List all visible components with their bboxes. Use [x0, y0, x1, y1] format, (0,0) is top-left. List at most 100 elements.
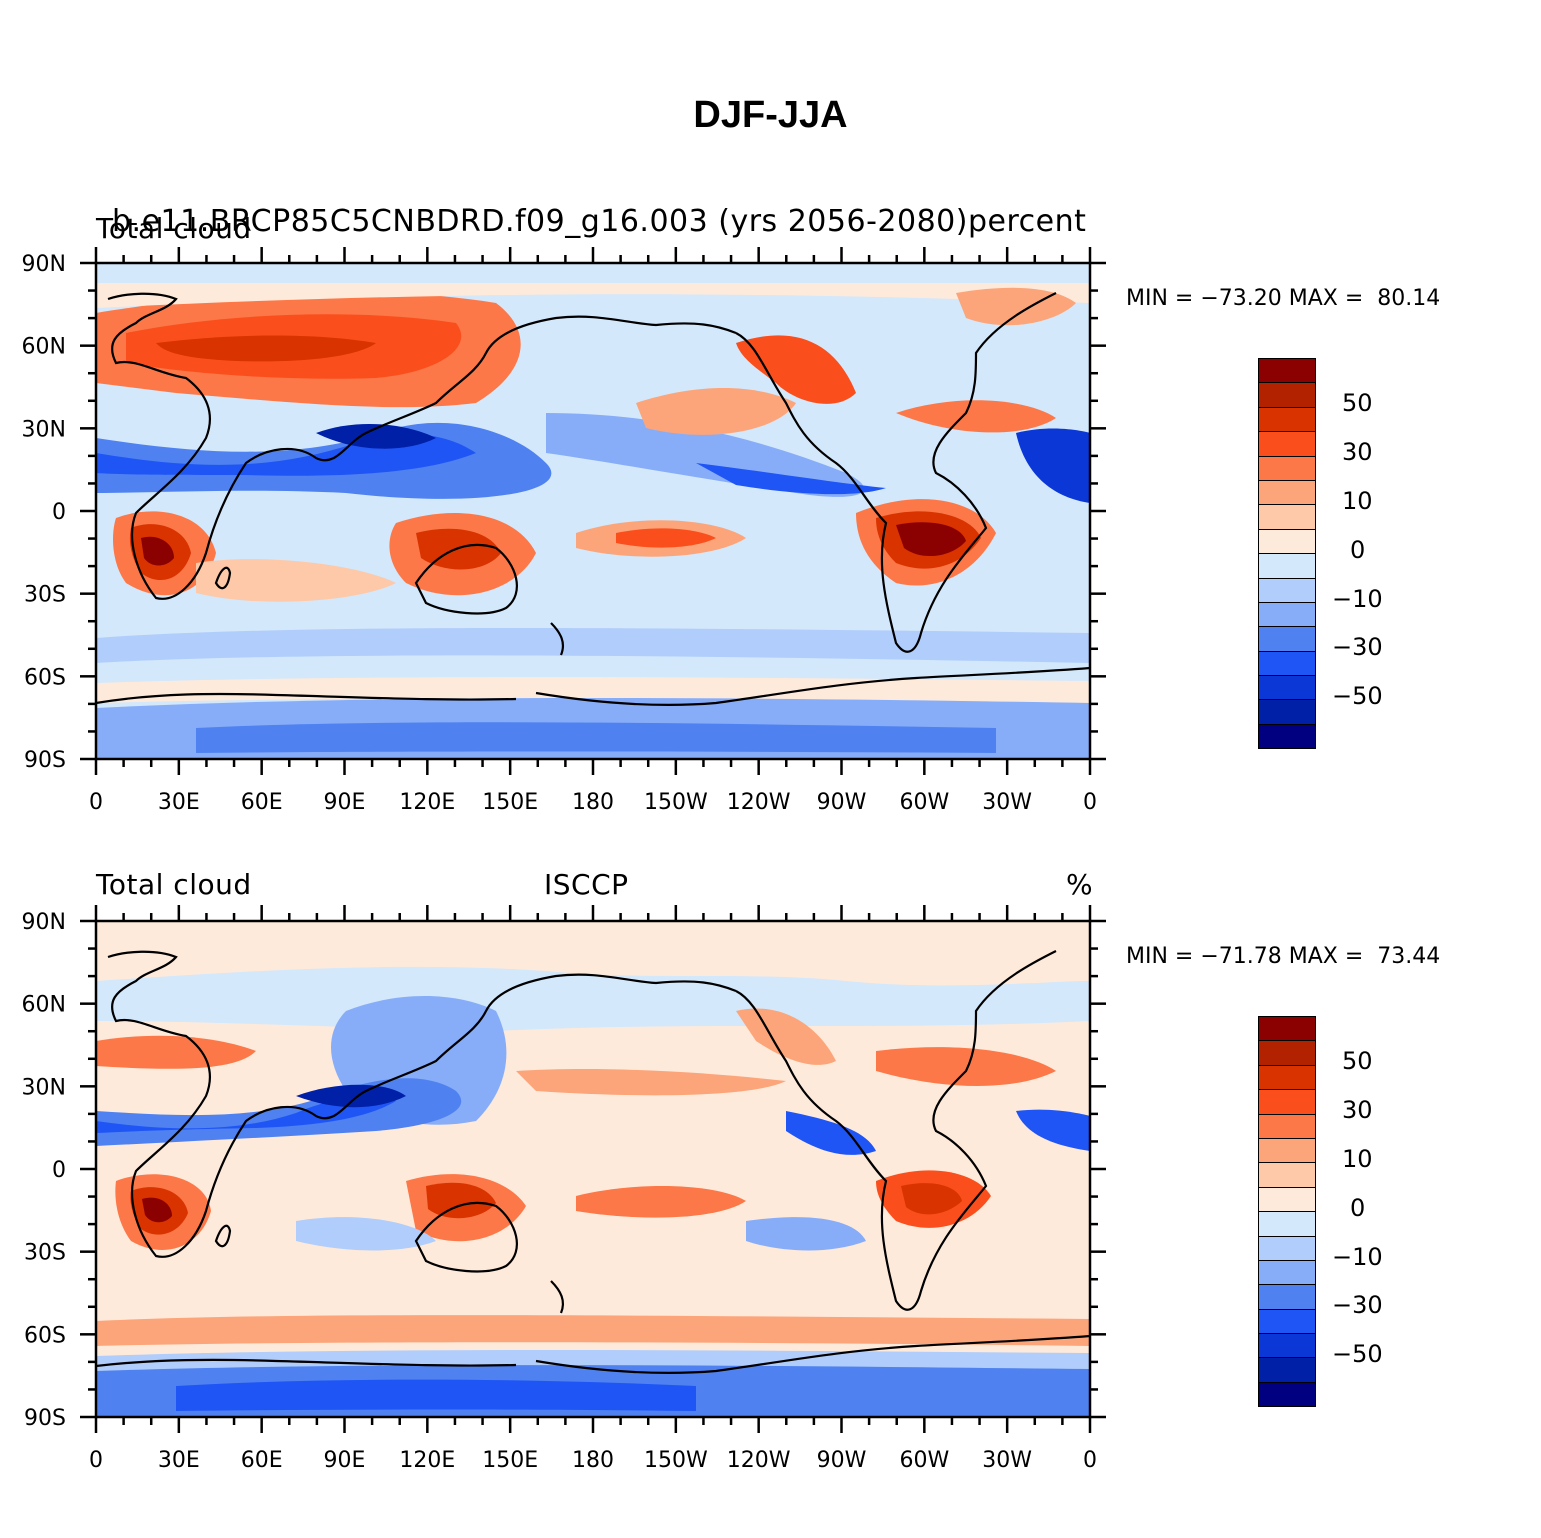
axis-frame — [94, 919, 1092, 1419]
lon-tick-label: 150W — [644, 790, 708, 815]
min-max-stats: MIN = −73.20 MAX = 80.14 — [1126, 286, 1441, 311]
colorbar-swatch — [1258, 626, 1316, 651]
map-axes: 90N 60N 30N 0 30S 60S 90S 0 30E 60E 90E 120E 150E 18… — [22, 905, 1106, 1473]
lon-tick-label: 60W — [899, 1448, 949, 1473]
panel-left-label: Total cloud — [96, 212, 252, 245]
colorbar-label: −10 — [1332, 1242, 1383, 1271]
lon-tick-label: 120W — [727, 790, 791, 815]
colorbar-swatch — [1258, 1113, 1316, 1138]
lon-tick-label: 90W — [817, 1448, 867, 1473]
contour-map — [96, 263, 1090, 759]
colorbar-label: 30 — [1342, 438, 1373, 467]
colorbar-label: 0 — [1350, 1193, 1366, 1222]
colorbar-swatch — [1258, 479, 1316, 505]
contour-field — [96, 263, 1090, 759]
colorbar-swatch — [1258, 504, 1316, 529]
lat-tick-label: 0 — [52, 1158, 66, 1183]
panel-center-label: ISCCP — [544, 868, 629, 901]
lat-tick-label: 30S — [24, 1241, 66, 1266]
colorbar-swatch — [1258, 358, 1316, 383]
colorbar-label: −50 — [1332, 682, 1383, 711]
colorbar-swatch — [1258, 553, 1316, 578]
lon-tick-label: 180 — [572, 1448, 614, 1473]
lon-tick-label: 120E — [399, 790, 455, 815]
colorbar-label: 50 — [1342, 1047, 1373, 1076]
lon-tick-label: 30E — [158, 1448, 200, 1473]
colorbar-swatch — [1258, 455, 1316, 480]
lat-tick-label: 30S — [24, 583, 66, 608]
lon-tick-label: 0 — [89, 790, 103, 815]
lon-tick-label: 120W — [727, 1448, 791, 1473]
colorbar-label: 10 — [1342, 1145, 1373, 1173]
colorbar-label: −30 — [1332, 633, 1383, 662]
lon-tick-label: 60E — [241, 1448, 283, 1473]
panel-units-label: percent — [968, 204, 1087, 239]
colorbar-label: −30 — [1332, 1291, 1383, 1320]
lat-tick-label: 60S — [24, 1323, 66, 1348]
colorbar-swatch — [1258, 1089, 1316, 1114]
lon-tick-label: 0 — [1083, 790, 1097, 815]
colorbar-swatch — [1258, 1211, 1316, 1236]
lon-tick-label: 90E — [324, 1448, 366, 1473]
colorbar-swatch — [1258, 723, 1316, 750]
colorbar-swatch — [1258, 577, 1316, 602]
colorbar-swatch — [1258, 1381, 1316, 1408]
colorbar-swatch — [1258, 1259, 1316, 1285]
colorbar-swatch — [1258, 1162, 1316, 1187]
colorbar-swatch — [1258, 1357, 1316, 1382]
lat-tick-label: 60N — [22, 335, 66, 360]
colorbar-swatch — [1258, 699, 1316, 724]
colorbar-swatch — [1258, 601, 1316, 627]
lon-tick-label: 180 — [572, 790, 614, 815]
colorbar — [1258, 1016, 1316, 1408]
colorbar-swatch — [1258, 675, 1316, 700]
lon-tick-label: 60E — [241, 790, 283, 815]
min-max-stats: MIN = −71.78 MAX = 73.44 — [1126, 944, 1441, 969]
colorbar-swatch — [1258, 1137, 1316, 1163]
colorbar-swatch — [1258, 1333, 1316, 1358]
lon-tick-label: 30W — [982, 1448, 1032, 1473]
lon-tick-label: 120E — [399, 1448, 455, 1473]
panel-observations: Total cloud ISCCP % MIN = −71.78 MAX = 7… — [0, 848, 1541, 1508]
colorbar-swatch — [1258, 1016, 1316, 1041]
panel-left-label: Total cloud — [96, 868, 252, 901]
colorbar — [1258, 358, 1316, 750]
lon-tick-label: 150E — [482, 1448, 538, 1473]
lat-tick-label: 60N — [22, 993, 66, 1018]
lat-tick-label: 60S — [24, 665, 66, 690]
colorbar-label: 0 — [1350, 535, 1366, 564]
colorbar-swatch — [1258, 650, 1316, 676]
colorbar-label: −10 — [1332, 584, 1383, 613]
lat-tick-label: 90S — [24, 748, 66, 773]
map-axes: 90N 60N 30N 0 30S 60S 90S 0 30E 60E 90E 120E 150E 18… — [22, 247, 1106, 815]
colorbar-swatch — [1258, 431, 1316, 456]
lon-tick-label: 150E — [482, 790, 538, 815]
lat-tick-label: 30N — [22, 417, 66, 442]
axis-frame — [94, 261, 1092, 761]
colorbar-label: −50 — [1332, 1340, 1383, 1369]
colorbar-swatch — [1258, 1064, 1316, 1090]
colorbar-swatch — [1258, 1235, 1316, 1260]
lat-tick-label: 90N — [22, 252, 66, 277]
lon-tick-label: 30W — [982, 790, 1032, 815]
colorbar-swatch — [1258, 406, 1316, 432]
lon-tick-label: 90E — [324, 790, 366, 815]
colorbar-swatch — [1258, 1186, 1316, 1212]
colorbar-swatch — [1258, 1284, 1316, 1309]
lat-tick-label: 90S — [24, 1406, 66, 1431]
colorbar-label: 10 — [1342, 487, 1373, 515]
lon-tick-label: 60W — [899, 790, 949, 815]
colorbar-label: 30 — [1342, 1096, 1373, 1125]
contour-map — [96, 921, 1090, 1417]
panel-units-label: % — [1066, 868, 1094, 901]
colorbar-swatch — [1258, 1040, 1316, 1065]
lon-tick-label: 150W — [644, 1448, 708, 1473]
colorbar-label: 50 — [1342, 389, 1373, 418]
lat-tick-label: 0 — [52, 500, 66, 525]
lon-tick-label: 0 — [1083, 1448, 1097, 1473]
colorbar-swatch — [1258, 382, 1316, 407]
figure-title: DJF-JJA — [693, 94, 848, 136]
panel-model: b.e11.BRCP85C5CNBDRD.f09_g16.003 (yrs 20… — [0, 190, 1541, 850]
colorbar-swatch — [1258, 528, 1316, 554]
panel-center-label: b.e11.BRCP85C5CNBDRD.f09_g16.003 (yrs 20… — [112, 204, 968, 239]
